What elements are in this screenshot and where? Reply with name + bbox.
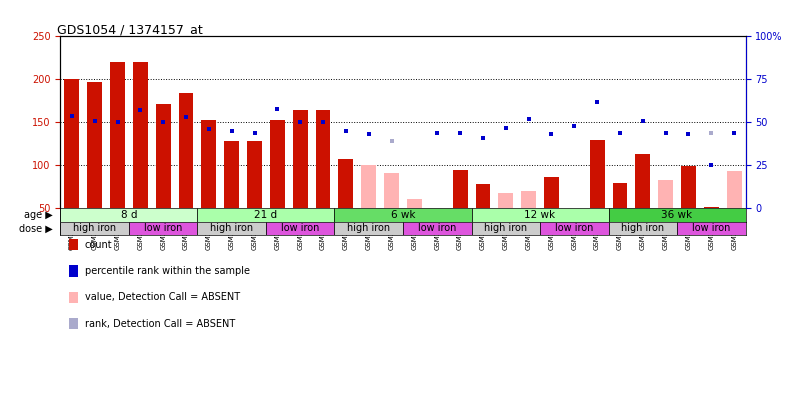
Bar [476,184,490,209]
Bar [659,180,673,209]
Bar [110,62,125,209]
Bar [202,120,216,209]
Text: percentile rank within the sample: percentile rank within the sample [85,266,250,276]
Bar [133,62,147,209]
Bar [197,209,334,222]
Bar [590,140,604,209]
Bar [60,209,197,222]
Text: age ▶: age ▶ [23,210,52,220]
Bar [472,209,609,222]
Bar [403,222,472,235]
Text: high iron: high iron [621,223,664,233]
Text: high iron: high iron [210,223,253,233]
Text: count: count [85,240,112,249]
Bar [156,104,171,209]
Bar [293,111,308,209]
Text: 12 wk: 12 wk [525,210,555,220]
Bar [704,207,719,209]
Text: 36 wk: 36 wk [662,210,692,220]
Bar [197,222,266,235]
Bar [334,222,403,235]
Bar [635,154,650,209]
Bar [60,222,129,235]
Bar [727,171,742,209]
Text: rank, Detection Call = ABSENT: rank, Detection Call = ABSENT [85,319,235,328]
Text: low iron: low iron [692,223,730,233]
Text: value, Detection Call = ABSENT: value, Detection Call = ABSENT [85,292,239,302]
Bar [339,159,353,209]
Text: GDS1054 / 1374157_at: GDS1054 / 1374157_at [57,23,203,36]
Bar [179,93,193,209]
Bar [224,141,239,209]
Text: high iron: high iron [73,223,116,233]
Text: 8 d: 8 d [121,210,137,220]
Bar [384,173,399,209]
Text: low iron: low iron [144,223,182,233]
Bar [498,193,513,209]
Bar [407,199,422,209]
Text: high iron: high iron [347,223,390,233]
Bar [681,166,696,209]
Bar [64,79,79,209]
Bar [453,170,467,209]
Bar [87,82,102,209]
Text: high iron: high iron [484,223,527,233]
Bar [472,222,540,235]
Text: low iron: low iron [281,223,319,233]
Text: 6 wk: 6 wk [391,210,415,220]
Bar [613,183,627,209]
Bar [609,209,746,222]
Text: dose ▶: dose ▶ [19,223,52,233]
Bar [270,120,285,209]
Text: 21 d: 21 d [255,210,277,220]
Text: low iron: low iron [555,223,593,233]
Text: low iron: low iron [418,223,456,233]
Bar [609,222,677,235]
Bar [129,222,197,235]
Bar [677,222,746,235]
Bar [544,177,559,209]
Bar [334,209,472,222]
Bar [266,222,334,235]
Bar [521,191,536,209]
Bar [540,222,609,235]
Bar [361,165,376,209]
Bar [316,109,330,209]
Bar [247,141,262,209]
